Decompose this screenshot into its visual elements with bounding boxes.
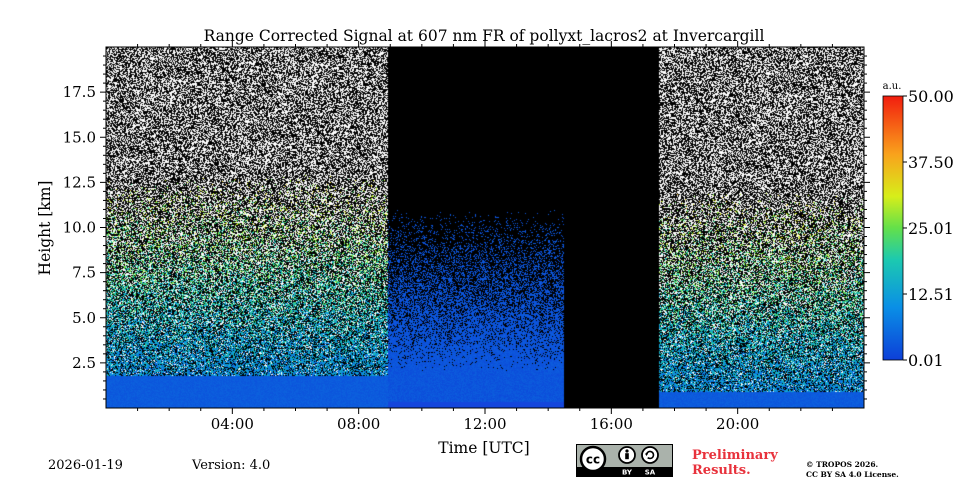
colorbar: a.u. 50.00 37.50 25.01 12.51 0.01 — [882, 81, 954, 370]
y-axis: 2.5 5.0 7.5 10.0 12.5 15.0 17.5 — [63, 55, 870, 400]
plot-area: 04:00 08:00 12:00 16:00 20:00 2.5 5.0 7.5 10.0 1… — [63, 41, 870, 433]
colorbar-gradient — [882, 95, 904, 361]
colorbar-tick-label: 25.01 — [908, 219, 954, 238]
x-tick-label: 16:00 — [590, 415, 633, 433]
footer-version: Version: 4.0 — [192, 458, 271, 473]
x-tick-label: 08:00 — [337, 415, 380, 433]
y-axis-label: Height [km] — [36, 181, 54, 276]
y-tick-label: 10.0 — [63, 219, 96, 237]
y-tick-label: 2.5 — [72, 354, 96, 372]
sa-label: SA — [645, 469, 656, 477]
copyright-line-1: © TROPOS 2026. — [806, 460, 879, 469]
copyright-notice: © TROPOS 2026. CC BY SA 4.0 License. — [806, 460, 899, 480]
copyright-line-2: CC BY SA 4.0 License. — [806, 470, 899, 479]
cc-license-badge: cc BY SA — [576, 444, 673, 477]
x-tick-label: 04:00 — [211, 415, 254, 433]
x-tick-label: 12:00 — [463, 415, 506, 433]
y-tick-label: 7.5 — [72, 264, 96, 282]
x-axis: 04:00 08:00 12:00 16:00 20:00 — [137, 41, 833, 433]
colorbar-unit: a.u. — [883, 81, 902, 92]
x-axis-label: Time [UTC] — [438, 439, 529, 457]
y-tick-label: 5.0 — [72, 309, 96, 327]
preliminary-line-1: Preliminary — [692, 448, 778, 463]
chart-title: Range Corrected Signal at 607 nm FR of p… — [204, 27, 765, 45]
cc-icon — [579, 445, 607, 473]
y-tick-label: 15.0 — [63, 128, 96, 146]
preliminary-notice: Preliminary Results. — [692, 448, 778, 478]
preliminary-line-2: Results. — [692, 463, 751, 478]
colorbar-tick-label: 0.01 — [908, 351, 944, 370]
by-label: BY — [622, 469, 633, 477]
colorbar-ticks: 50.00 37.50 25.01 12.51 0.01 — [903, 87, 954, 370]
cc-mark: cc — [586, 453, 600, 467]
y-tick-label: 17.5 — [63, 83, 96, 101]
colorbar-tick-label: 37.50 — [908, 153, 954, 172]
colorbar-tick-label: 50.00 — [908, 87, 954, 106]
sa-icon — [641, 446, 659, 464]
colorbar-tick-label: 12.51 — [908, 285, 954, 304]
x-tick-label: 20:00 — [716, 415, 759, 433]
y-tick-label: 12.5 — [63, 173, 96, 191]
footer-date: 2026-01-19 — [48, 458, 123, 473]
signal-heatmap — [106, 47, 864, 408]
